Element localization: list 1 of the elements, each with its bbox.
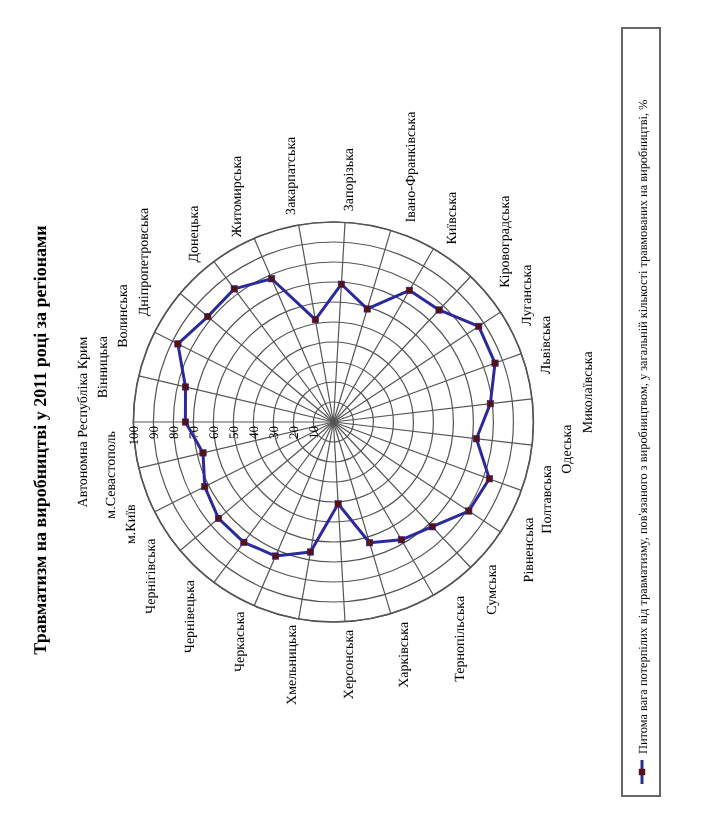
text: Травматизм на виробництві у 2011 році за регіонами: [30, 225, 50, 655]
